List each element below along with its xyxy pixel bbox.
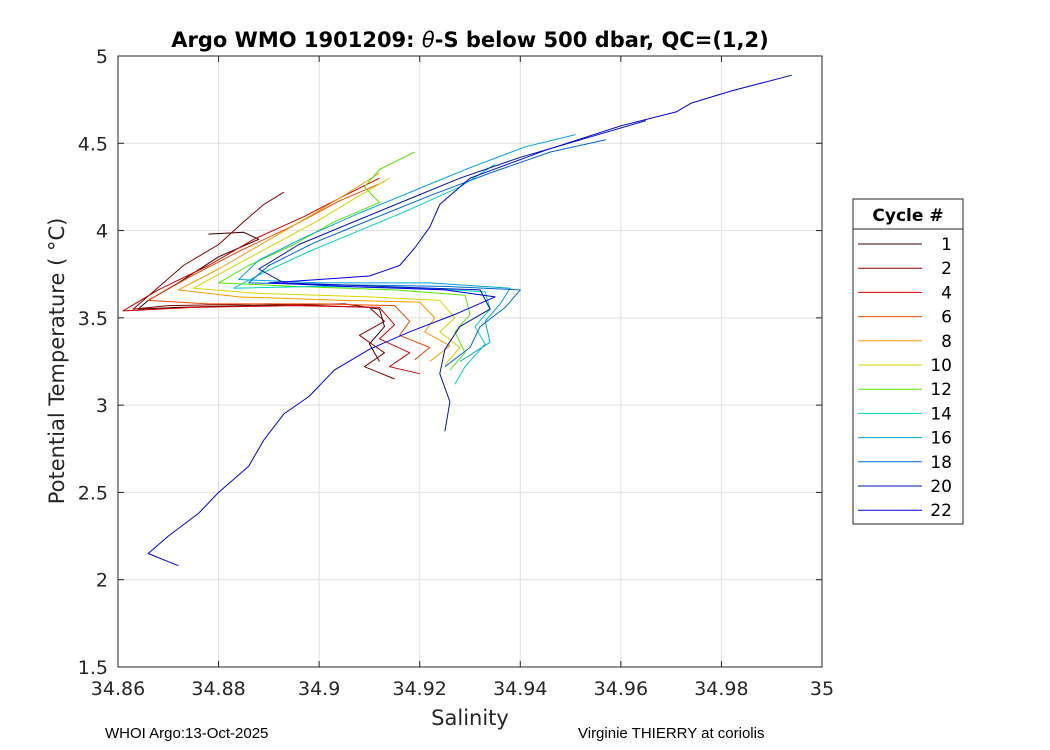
x-axis-ticks: 34.86 34.88 34.9 34.92 34.94 34.96 34.98 35 (91, 56, 834, 700)
series-line-cycle-8 (177, 172, 451, 362)
legend-label-cycle-22: 22 (930, 501, 952, 521)
x-tick-label: 34.9 (298, 678, 340, 700)
series-line-cycle-10 (192, 177, 461, 366)
x-tick-label: 34.88 (191, 678, 245, 700)
x-tick-label: 34.94 (493, 678, 547, 700)
legend-label-cycle-4: 4 (941, 283, 952, 303)
legend-label-cycle-14: 14 (930, 404, 952, 424)
y-tick-label: 1.5 (78, 657, 108, 679)
y-tick-label: 2 (96, 570, 108, 592)
legend-label-cycle-2: 2 (941, 259, 952, 279)
legend-label-cycle-16: 16 (930, 429, 952, 449)
series-line-cycle-4 (122, 177, 420, 375)
legend-label-cycle-6: 6 (941, 308, 952, 328)
gridlines (117, 55, 823, 668)
title-part-1: Argo WMO 1901209: (171, 28, 422, 52)
y-tick-label: 2.5 (78, 482, 108, 504)
x-tick-label: 34.98 (694, 678, 748, 700)
y-tick-label: 3 (96, 395, 108, 417)
y-tick-label: 4 (96, 221, 108, 243)
x-axis-label: Salinity (431, 706, 509, 730)
x-tick-label: 34.86 (91, 678, 145, 700)
legend-box (852, 198, 964, 525)
title-theta: θ (422, 28, 435, 52)
legend-label-cycle-12: 12 (930, 380, 952, 400)
legend-label-cycle-20: 20 (930, 477, 952, 497)
x-tick-label: 34.96 (594, 678, 648, 700)
y-axis-label: Potential Temperature ( °C) (45, 218, 69, 505)
chart-title: Argo WMO 1901209: θ-S below 500 dbar, QC… (171, 28, 768, 52)
footer-credit-right: Virginie THIERRY at coriolis (578, 725, 765, 742)
series-line-cycle-12 (218, 151, 471, 371)
series-line-cycle-1 (137, 231, 385, 362)
series-line-cycle-22 (147, 74, 792, 567)
y-axis-ticks: 1.5 2 2.5 3 3.5 4 4.5 5 (78, 46, 822, 679)
legend-label-cycle-10: 10 (930, 356, 952, 376)
series-line-cycle-18 (248, 139, 606, 368)
plot-area (117, 55, 823, 668)
y-tick-label: 4.5 (78, 133, 108, 155)
series-line-cycle-20 (258, 120, 647, 432)
footer-credit-left: WHOI Argo:13-Oct-2025 (105, 725, 269, 742)
legend-label-cycle-1: 1 (941, 235, 952, 255)
legend-label-cycle-8: 8 (941, 332, 952, 352)
title-part-2: -S below 500 dbar, QC=(1,2) (435, 28, 769, 52)
series-layer (122, 74, 792, 567)
series-line-cycle-14 (233, 163, 496, 385)
x-tick-label: 34.92 (393, 678, 447, 700)
series-line-cycle-2 (132, 191, 395, 380)
y-tick-label: 3.5 (78, 308, 108, 330)
legend-title: Cycle # (872, 206, 943, 226)
y-tick-label: 5 (96, 46, 108, 68)
x-tick-label: 35 (810, 678, 834, 700)
series-line-cycle-16 (238, 134, 576, 362)
legend-label-cycle-18: 18 (930, 453, 952, 473)
